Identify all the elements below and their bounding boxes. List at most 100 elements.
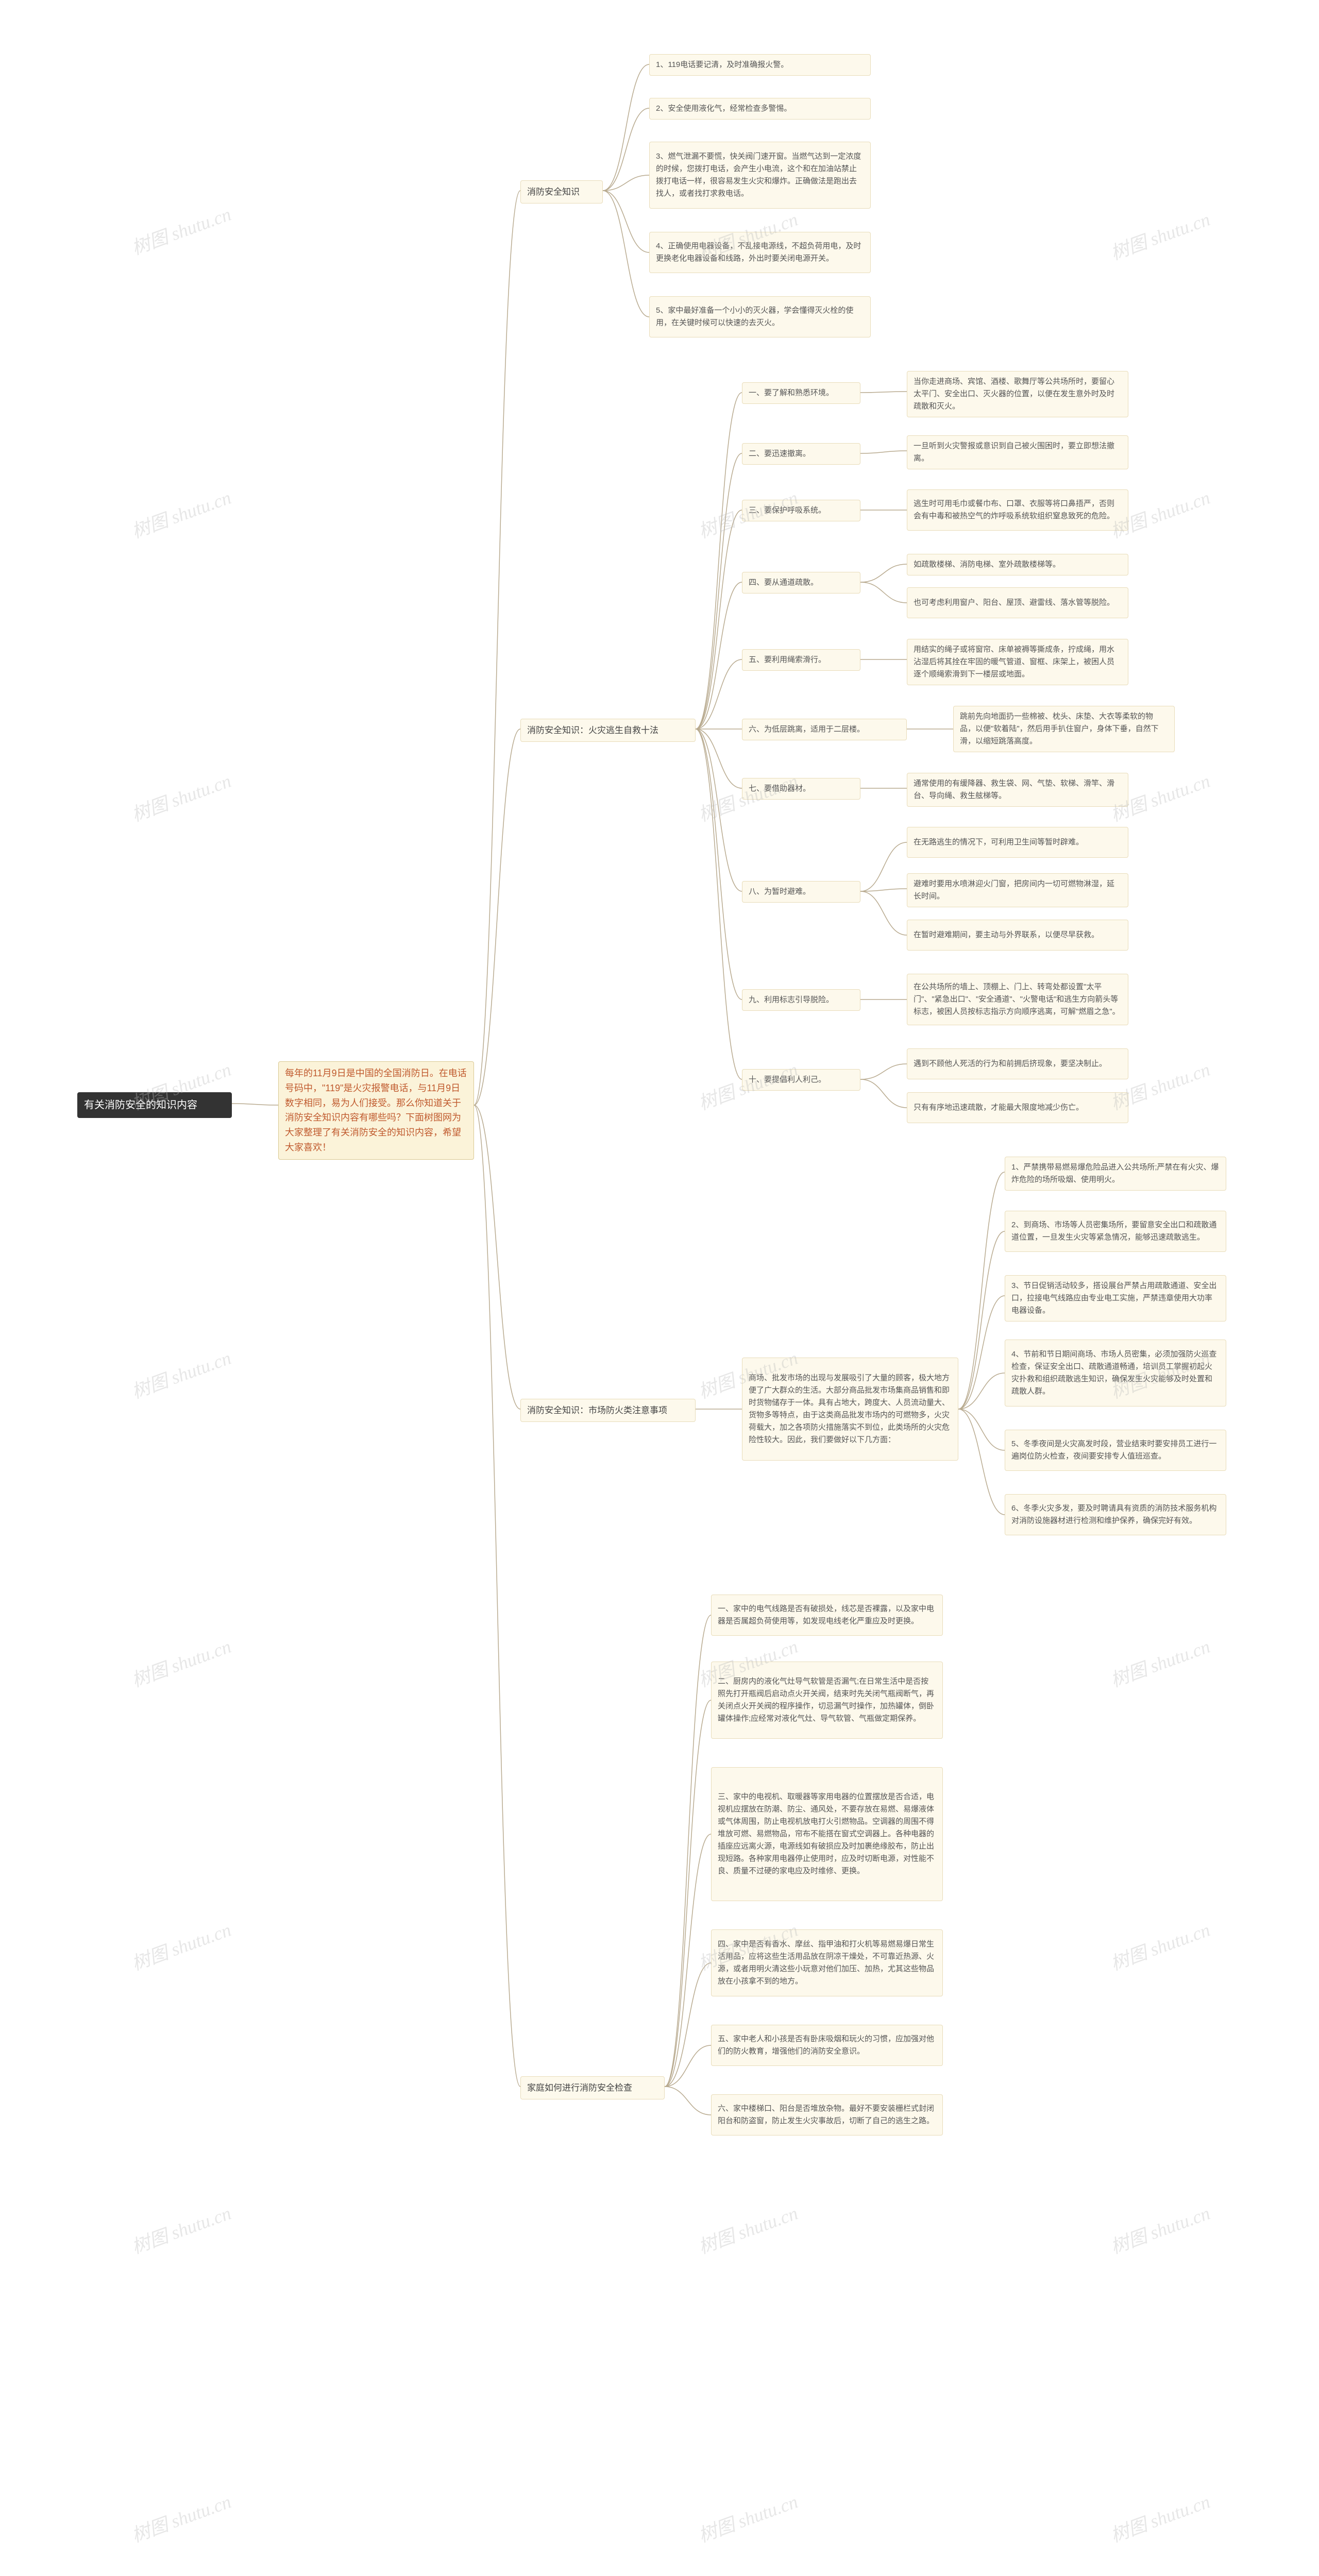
node-b4c2[interactable]: 二、厨房内的液化气灶导气软管是否漏气;在日常生活中是否按照先打开瓶阀后启动点火开… — [711, 1662, 943, 1739]
node-b2c8[interactable]: 八、为暂时避难。 — [742, 881, 860, 903]
connector — [958, 1409, 1005, 1450]
node-b4c4[interactable]: 四、家中是否有香水、摩丝、指甲油和打火机等易燃易爆日常生活用品，应将这些生活用品… — [711, 1929, 943, 1996]
node-text: 1、119电话要记清，及时准确报火警。 — [656, 59, 788, 71]
node-text: 每年的11月9日是中国的全国消防日。在电话号码中，"119"是火灾报警电话，与1… — [285, 1066, 467, 1155]
node-text: 6、冬季火灾多发，要及时聘请具有资质的消防技术服务机构对消防设施器材进行检测和维… — [1011, 1502, 1220, 1527]
node-b4c6[interactable]: 六、家中楼梯口、阳台是否堆放杂物。最好不要安装栅栏式封闭阳台和防盗窗，防止发生火… — [711, 2094, 943, 2136]
node-b2c3d[interactable]: 逃生时可用毛巾或餐巾布、口罩、衣服等将口鼻捂严，否则会有中毒和被热空气的炸呼吸系… — [907, 489, 1128, 531]
connector — [665, 2045, 711, 2087]
node-text: 二、厨房内的液化气灶导气软管是否漏气;在日常生活中是否按照先打开瓶阀后启动点火开… — [718, 1675, 936, 1725]
node-b3c1[interactable]: 1、严禁携带易燃易爆危险品进入公共场所;严禁在有火灾、爆炸危险的场所吸烟、使用明… — [1005, 1157, 1226, 1191]
connector — [860, 842, 907, 891]
node-text: 避难时要用水喷淋迎火门窗，把房间内一切可燃物淋湿，延长时间。 — [914, 878, 1122, 903]
watermark: 树图 shutu.cn — [127, 2198, 234, 2259]
connector — [958, 1296, 1005, 1409]
watermark: 树图 shutu.cn — [127, 1915, 234, 1976]
watermark: 树图 shutu.cn — [127, 1343, 234, 1404]
connector — [860, 1079, 907, 1108]
node-text: 二、要迅速撤离。 — [749, 448, 810, 460]
node-text: 五、要利用绳索滑行。 — [749, 654, 826, 666]
node-b2c4[interactable]: 四、要从通道疏散。 — [742, 572, 860, 594]
node-b4c5[interactable]: 五、家中老人和小孩是否有卧床吸烟和玩火的习惯，应加强对他们的防火教育，增强他们的… — [711, 2025, 943, 2066]
node-b3[interactable]: 消防安全知识：市场防火类注意事项 — [520, 1399, 696, 1422]
node-b2c1[interactable]: 一、要了解和熟悉环境。 — [742, 382, 860, 404]
node-text: 十、要提倡利人利己。 — [749, 1074, 826, 1086]
node-text: 一、要了解和熟悉环境。 — [749, 387, 834, 399]
watermark: 树图 shutu.cn — [1106, 2487, 1213, 2548]
node-b2c2d[interactable]: 一旦听到火灾警报或意识到自己被火围困时，要立即想法撤离。 — [907, 435, 1128, 469]
node-b2c4d2[interactable]: 也可考虑利用窗户、阳台、屋顶、避雷线、落水管等脱险。 — [907, 587, 1128, 618]
connector — [232, 1104, 278, 1105]
node-b2c9d[interactable]: 在公共场所的墙上、顶棚上、门上、转弯处都设置"太平门"、"紧急出口"、"安全通道… — [907, 974, 1128, 1025]
node-b2c4d1[interactable]: 如疏散楼梯、消防电梯、室外疏散楼梯等。 — [907, 554, 1128, 575]
watermark: 树图 shutu.cn — [1106, 1915, 1213, 1976]
watermark: 树图 shutu.cn — [1106, 2198, 1213, 2259]
node-text: 只有有序地迅速疏散，才能最大限度地减少伤亡。 — [914, 1101, 1084, 1114]
node-b3c5[interactable]: 5、冬季夜间是火灾高发时段，营业结束时要安排员工进行一遍岗位防火检查，夜间要安排… — [1005, 1430, 1226, 1471]
node-b3c6[interactable]: 6、冬季火灾多发，要及时聘请具有资质的消防技术服务机构对消防设施器材进行检测和维… — [1005, 1494, 1226, 1535]
node-text: 也可考虑利用窗户、阳台、屋顶、避雷线、落水管等脱险。 — [914, 597, 1114, 609]
node-b2c10[interactable]: 十、要提倡利人利己。 — [742, 1069, 860, 1091]
node-root[interactable]: 有关消防安全的知识内容 — [77, 1092, 232, 1118]
node-text: 有关消防安全的知识内容 — [84, 1097, 197, 1113]
node-b2c10d2[interactable]: 只有有序地迅速疏散，才能最大限度地减少伤亡。 — [907, 1092, 1128, 1123]
node-text: 3、燃气泄漏不要慌，快关阀门速开窗。当燃气达到一定浓度的时候，您拨打电话，会产生… — [656, 150, 864, 200]
node-b3c4[interactable]: 4、节前和节日期间商场、市场人员密集，必须加强防火巡查检查，保证安全出口、疏散通… — [1005, 1340, 1226, 1406]
node-text: 四、要从通道疏散。 — [749, 577, 818, 589]
connector — [696, 582, 742, 729]
node-b1c2[interactable]: 2、安全使用液化气，经常检查多警惕。 — [649, 98, 871, 120]
node-text: 消防安全知识 — [527, 185, 580, 199]
node-b2c10d1[interactable]: 遇到不顾他人死活的行为和前拥后挤现象，要坚决制止。 — [907, 1048, 1128, 1079]
node-b3m[interactable]: 商场、批发市场的出现与发展吸引了大量的顾客，极大地方便了广大群众的生活。大部分商… — [742, 1358, 958, 1461]
connector — [958, 1172, 1005, 1409]
node-b2[interactable]: 消防安全知识：火灾逃生自救十法 — [520, 719, 696, 742]
node-b2c5[interactable]: 五、要利用绳索滑行。 — [742, 649, 860, 671]
connector — [696, 729, 742, 1079]
node-b1c5[interactable]: 5、家中最好准备一个小小的灭火器，学会懂得灭火栓的使用，在关键时候可以快速的去灭… — [649, 296, 871, 337]
node-b2c7[interactable]: 七、要借助器材。 — [742, 778, 860, 800]
connector — [603, 191, 649, 252]
node-b2c8d3[interactable]: 在暂时避难期间，要主动与外界联系，以便尽早获救。 — [907, 920, 1128, 951]
node-b4c3[interactable]: 三、家中的电视机、取暖器等家用电器的位置摆放是否合适，电视机应摆放在防潮、防尘、… — [711, 1767, 943, 1901]
watermark: 树图 shutu.cn — [694, 2198, 801, 2259]
node-text: 六、家中楼梯口、阳台是否堆放杂物。最好不要安装栅栏式封闭阳台和防盗窗，防止发生火… — [718, 2103, 936, 2127]
watermark: 树图 shutu.cn — [127, 2487, 234, 2548]
node-text: 一旦听到火灾警报或意识到自己被火围困时，要立即想法撤离。 — [914, 440, 1122, 465]
node-text: 在无路逃生的情况下，可利用卫生间等暂时辟难。 — [914, 836, 1084, 849]
node-text: 三、家中的电视机、取暖器等家用电器的位置摆放是否合适，电视机应摆放在防潮、防尘、… — [718, 1791, 936, 1877]
node-b2c2[interactable]: 二、要迅速撤离。 — [742, 443, 860, 465]
node-b3c2[interactable]: 2、到商场、市场等人员密集场所，要留意安全出口和疏散通道位置，一旦发生火灾等紧急… — [1005, 1211, 1226, 1252]
node-b2c8d2[interactable]: 避难时要用水喷淋迎火门窗，把房间内一切可燃物淋湿，延长时间。 — [907, 873, 1128, 907]
watermark: 树图 shutu.cn — [127, 766, 234, 827]
node-text: 一、家中的电气线路是否有破损处，线芯是否裸露，以及家中电器是否属超负荷使用等，如… — [718, 1603, 936, 1628]
connector — [665, 1834, 711, 2087]
node-b3c3[interactable]: 3、节日促销活动较多，搭设展台严禁占用疏散通道、安全出口，拉接电气线路应由专业电… — [1005, 1275, 1226, 1321]
node-b2c9[interactable]: 九、利用标志引导脱险。 — [742, 989, 860, 1011]
node-text: 如疏散楼梯、消防电梯、室外疏散楼梯等。 — [914, 558, 1060, 571]
node-text: 七、要借助器材。 — [749, 783, 810, 795]
connector — [696, 510, 742, 729]
node-b2c1d[interactable]: 当你走进商场、宾馆、酒楼、歌舞厅等公共场所时，要留心太平门、安全出口、灭火器的位… — [907, 371, 1128, 417]
node-b4[interactable]: 家庭如何进行消防安全检查 — [520, 2076, 665, 2099]
connector — [860, 891, 907, 935]
node-text: 通常使用的有缓降器、救生袋、网、气垫、软梯、滑竿、滑台、导向绳、救生舷梯等。 — [914, 777, 1122, 802]
node-b2c6[interactable]: 六、为低层跳离，适用于二层楼。 — [742, 719, 907, 740]
node-b1c3[interactable]: 3、燃气泄漏不要慌，快关阀门速开窗。当燃气达到一定浓度的时候，您拨打电话，会产生… — [649, 142, 871, 209]
node-b2c8d1[interactable]: 在无路逃生的情况下，可利用卫生间等暂时辟难。 — [907, 827, 1128, 858]
node-b4c1[interactable]: 一、家中的电气线路是否有破损处，线芯是否裸露，以及家中电器是否属超负荷使用等，如… — [711, 1595, 943, 1636]
watermark: 树图 shutu.cn — [1106, 1632, 1213, 1692]
connector — [696, 453, 742, 729]
node-b1c1[interactable]: 1、119电话要记清，及时准确报火警。 — [649, 54, 871, 76]
node-text: 在公共场所的墙上、顶棚上、门上、转弯处都设置"太平门"、"紧急出口"、"安全通道… — [914, 981, 1122, 1018]
node-b2c3[interactable]: 三、要保护呼吸系统。 — [742, 500, 860, 521]
connector — [860, 582, 907, 603]
node-text: 用结实的绳子或将窗帘、床单被褥等撕成条，拧成绳，用水沾湿后将其拴在牢固的暖气管道… — [914, 643, 1122, 681]
node-b2c5d[interactable]: 用结实的绳子或将窗帘、床单被褥等撕成条，拧成绳，用水沾湿后将其拴在牢固的暖气管道… — [907, 639, 1128, 685]
node-b2c7d[interactable]: 通常使用的有缓降器、救生袋、网、气垫、软梯、滑竿、滑台、导向绳、救生舷梯等。 — [907, 773, 1128, 807]
node-b2c6d[interactable]: 跳前先向地面扔一些棉被、枕头、床垫、大衣等柔软的物品，以便"软着陆"，然后用手扒… — [953, 706, 1175, 752]
node-intro[interactable]: 每年的11月9日是中国的全国消防日。在电话号码中，"119"是火灾报警电话，与1… — [278, 1061, 474, 1160]
connector — [665, 2087, 711, 2115]
node-b1[interactable]: 消防安全知识 — [520, 180, 603, 204]
node-b1c4[interactable]: 4、正确使用电器设备，不乱接电源线，不超负荷用电，及时更换老化电器设备和线路，外… — [649, 232, 871, 273]
node-text: 遇到不顾他人死活的行为和前拥后挤现象，要坚决制止。 — [914, 1058, 1107, 1070]
